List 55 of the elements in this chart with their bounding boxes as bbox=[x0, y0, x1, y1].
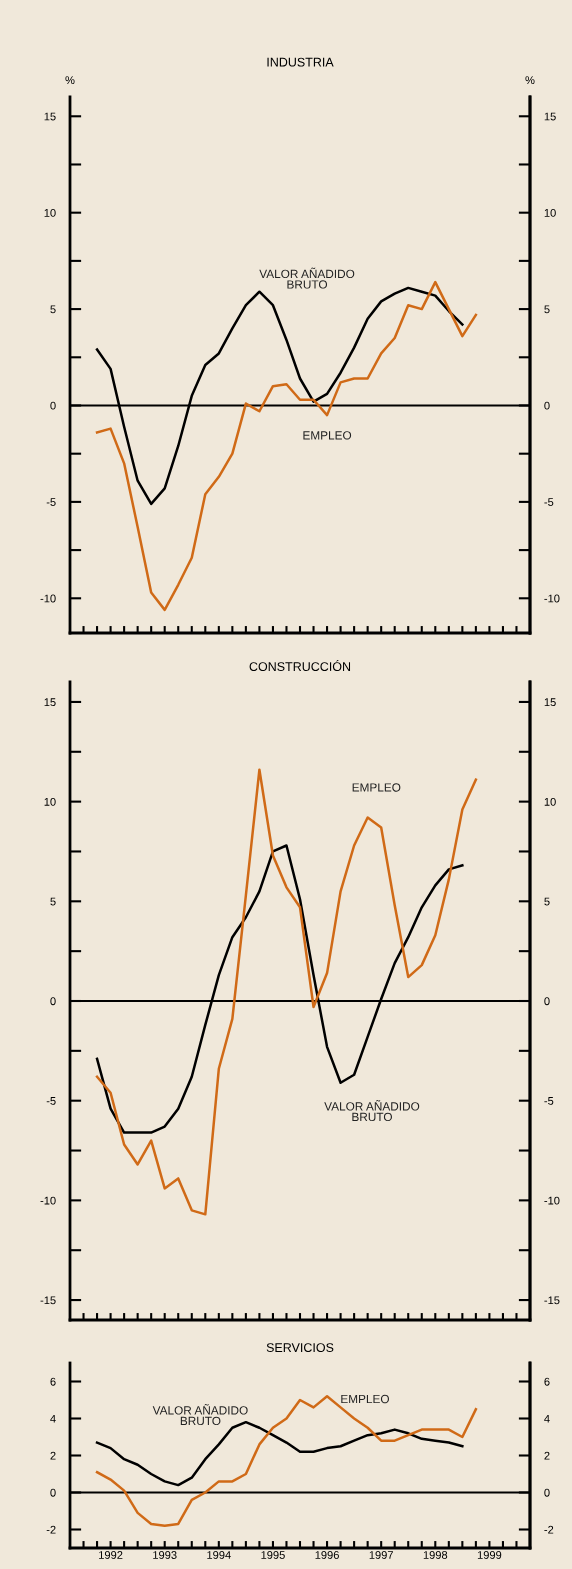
y2-tick-label: -5 bbox=[544, 1097, 554, 1105]
y-tick-label: -5 bbox=[46, 498, 56, 507]
y-tick-label: -15 bbox=[40, 1296, 56, 1305]
y2-tick-label: -2 bbox=[544, 1525, 554, 1534]
x-tick-label: 1998 bbox=[423, 1551, 448, 1559]
y2-tick-label: -10 bbox=[544, 1196, 560, 1205]
series-label: EMPLEO bbox=[303, 431, 352, 440]
y-tick-label: 6 bbox=[50, 1377, 56, 1386]
y2-axis-title: % bbox=[525, 76, 535, 85]
y2-tick-label: -15 bbox=[544, 1296, 560, 1305]
y2-tick-label: 15 bbox=[544, 698, 556, 707]
y-tick-label: -10 bbox=[40, 594, 56, 603]
chart-title: SERVICIOS bbox=[266, 1343, 334, 1353]
y2-tick-label: 10 bbox=[544, 208, 556, 217]
chart-title: CONSTRUCCIÓN bbox=[249, 660, 351, 672]
y2-tick-label: 0 bbox=[544, 997, 550, 1006]
y2-tick-label: 4 bbox=[544, 1414, 550, 1423]
y-tick-label: 10 bbox=[44, 797, 56, 806]
x-tick-label: 1999 bbox=[477, 1551, 502, 1559]
x-tick-label: 1993 bbox=[153, 1551, 177, 1559]
y-tick-label: 0 bbox=[50, 401, 56, 410]
y-tick-label: 0 bbox=[50, 997, 56, 1006]
x-tick-label: 1997 bbox=[369, 1551, 393, 1559]
x-tick-label: 1995 bbox=[261, 1551, 285, 1559]
y-tick-label: -10 bbox=[40, 1196, 56, 1205]
series-label: VALOR AÑADIDO BRUTO bbox=[152, 1404, 248, 1426]
series-label: VALOR AÑADIDO BRUTO bbox=[259, 267, 355, 289]
y2-tick-label: 5 bbox=[544, 305, 550, 314]
y2-tick-label: 0 bbox=[544, 1488, 550, 1497]
y-tick-label: 5 bbox=[50, 897, 56, 906]
y2-tick-label: 0 bbox=[544, 401, 550, 410]
x-tick-label: 1996 bbox=[315, 1551, 339, 1559]
y-tick-label: 5 bbox=[50, 305, 56, 314]
x-tick-label: 1994 bbox=[207, 1551, 231, 1559]
y-tick-label: 15 bbox=[44, 112, 56, 121]
chart-title: INDUSTRIA bbox=[267, 57, 334, 67]
y2-tick-label: 15 bbox=[544, 112, 556, 121]
text: VALOR AÑADIDO BRUTO bbox=[324, 1100, 420, 1122]
x-tick-label: 1992 bbox=[99, 1551, 123, 1559]
y2-tick-label: -10 bbox=[544, 594, 560, 603]
y2-tick-label: 5 bbox=[544, 897, 550, 906]
y-tick-label: -2 bbox=[46, 1525, 56, 1534]
y-tick-label: 0 bbox=[50, 1488, 56, 1497]
y-tick-label: 2 bbox=[50, 1451, 56, 1460]
y-tick-label: 15 bbox=[44, 698, 56, 707]
text: EMPLEO bbox=[352, 783, 401, 792]
y-tick-label: -5 bbox=[46, 1097, 56, 1105]
y2-tick-label: 2 bbox=[544, 1451, 550, 1460]
y2-tick-label: -5 bbox=[544, 498, 554, 507]
y-axis-title: % bbox=[65, 76, 75, 85]
y2-tick-label: 6 bbox=[544, 1377, 550, 1386]
y-tick-label: 4 bbox=[50, 1414, 56, 1423]
y-tick-label: 10 bbox=[44, 208, 56, 217]
series-label: EMPLEO bbox=[341, 1394, 389, 1404]
y2-tick-label: 10 bbox=[544, 797, 556, 806]
